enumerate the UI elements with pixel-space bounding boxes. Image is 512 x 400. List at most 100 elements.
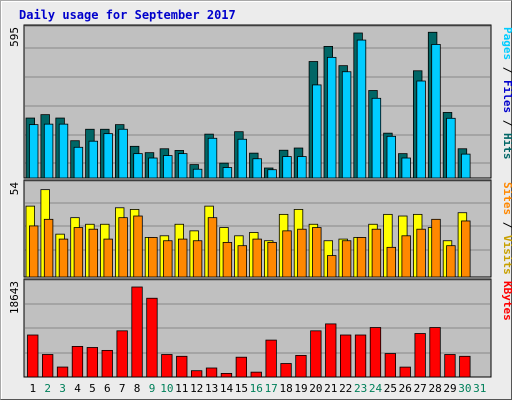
kbytes-bar (265, 339, 277, 378)
kbytes-bar (295, 354, 307, 378)
files-bar (43, 123, 54, 179)
x-tick-label: 28 (428, 382, 441, 395)
x-tick-label: 5 (89, 382, 96, 395)
files-bar (118, 128, 128, 179)
x-tick-label: 24 (369, 382, 383, 395)
x-tick-label: 18 (279, 382, 292, 395)
panel-3-legend: KBytes (501, 281, 512, 321)
x-tick-label: 30 (458, 382, 471, 395)
files-bar (446, 117, 456, 179)
sites-bar (431, 218, 441, 278)
kbytes-bar (459, 355, 471, 378)
kbytes-bar (27, 334, 39, 378)
x-tick-label: 13 (205, 382, 218, 395)
x-tick-label: 20 (309, 382, 322, 395)
kbytes-bar (220, 372, 233, 378)
sites-bar (73, 227, 84, 278)
sites-bar (222, 241, 233, 278)
x-tick-label: 2 (44, 382, 51, 395)
panel-1-ymax-label: 595 (8, 27, 21, 47)
kbytes-bar (369, 327, 382, 378)
kbytes-bar (205, 367, 218, 378)
x-tick-label: 19 (294, 382, 307, 395)
files-bar (341, 71, 352, 179)
sites-bar (341, 240, 352, 278)
sites-bar (326, 255, 337, 278)
files-bar (73, 146, 84, 179)
legend-hits: Hits (501, 133, 512, 160)
sites-bar (148, 237, 158, 278)
panel-2-ymax-label: 54 (8, 182, 21, 196)
kbytes-bar (56, 366, 69, 378)
sites-bar (43, 218, 54, 278)
sites-bar (312, 227, 322, 278)
kbytes-bar (339, 334, 352, 378)
files-bar (356, 39, 367, 179)
kbytes-bar (86, 347, 98, 378)
files-bar (133, 153, 143, 179)
kbytes-bar (235, 356, 248, 378)
sites-bar (356, 237, 367, 278)
files-bar (222, 167, 233, 179)
sites-bar (118, 217, 128, 278)
kbytes-bar (131, 286, 143, 378)
legend-separator: / (501, 60, 512, 80)
x-tick-label: 1 (29, 382, 36, 395)
sites-bar (237, 245, 248, 278)
kbytes-bar (310, 330, 322, 378)
sites-bar (386, 246, 397, 278)
files-bar (461, 153, 471, 179)
sites-bar (461, 220, 471, 278)
x-tick-label: 14 (220, 382, 234, 395)
x-tick-label: 8 (134, 382, 141, 395)
x-tick-label: 25 (384, 382, 397, 395)
sites-bar (192, 240, 203, 278)
files-bar (386, 135, 397, 179)
sites-bar (252, 238, 262, 278)
sites-bar (133, 215, 143, 278)
sites-bar (446, 245, 456, 278)
kbytes-bar (414, 333, 426, 378)
files-bar (326, 56, 337, 179)
x-tick-label: 29 (443, 382, 456, 395)
kbytes-bar (71, 345, 84, 378)
files-bar (28, 124, 39, 179)
legend-separator: / (501, 113, 512, 133)
files-bar (237, 138, 248, 179)
x-tick-label: 4 (74, 382, 81, 395)
kbytes-bar (325, 323, 337, 378)
kbytes-bar (190, 370, 203, 378)
x-tick-label: 7 (119, 382, 126, 395)
kbytes-bar (250, 371, 262, 378)
x-tick-label: 21 (324, 382, 337, 395)
legend-visits: Visits (501, 235, 512, 275)
legend-files: Files (501, 80, 512, 113)
files-bar (103, 133, 113, 179)
sites-bar (177, 238, 188, 278)
sites-bar (207, 217, 218, 278)
x-tick-label: 27 (414, 382, 427, 395)
sites-bar (282, 230, 292, 278)
kbytes-bar (354, 334, 367, 378)
kbytes-bar (429, 327, 441, 378)
files-bar (312, 84, 322, 179)
files-bar (371, 97, 382, 179)
sites-bar (58, 238, 69, 278)
sites-bar (103, 238, 113, 278)
legend-separator: / (501, 215, 512, 235)
chart-bars (25, 31, 471, 378)
files-bar (431, 44, 441, 179)
x-tick-label: 17 (265, 382, 278, 395)
panel-2-legend: Sites / Visits (501, 182, 512, 275)
files-bar (267, 169, 277, 179)
x-tick-label: 31 (473, 382, 486, 395)
kbytes-bar (146, 297, 158, 378)
x-tick-label: 16 (250, 382, 263, 395)
files-bar (416, 80, 426, 179)
x-tick-label: 15 (235, 382, 248, 395)
files-bar (401, 157, 411, 179)
panel-3-ymax-label: 18643 (8, 281, 21, 314)
kbytes-bar (280, 363, 292, 378)
files-bar (207, 137, 218, 179)
